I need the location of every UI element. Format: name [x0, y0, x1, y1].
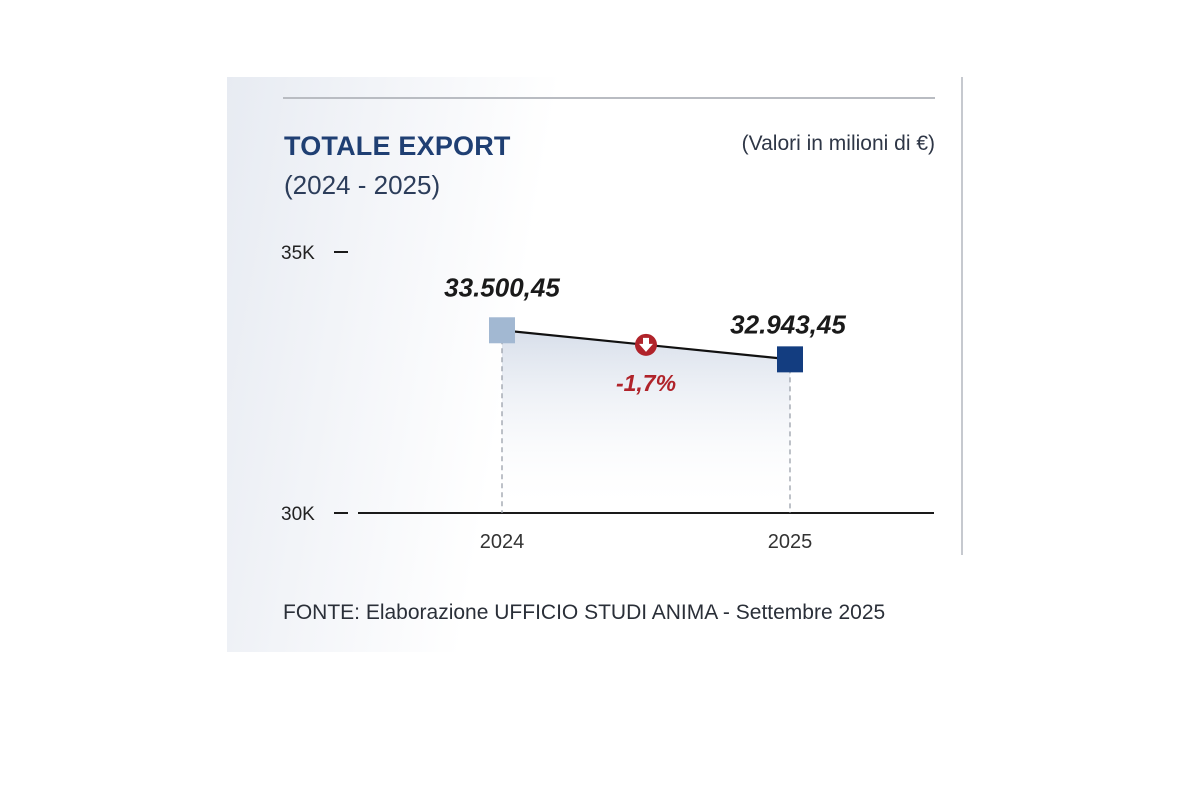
- down-arrow-icon: [635, 333, 657, 356]
- panel-divider: [961, 77, 963, 555]
- change-label: -1,7%: [616, 370, 676, 396]
- area-fill: [502, 330, 790, 513]
- value-label-2025: 32.943,45: [730, 309, 846, 339]
- y-tick-label-30k: 30K: [281, 504, 315, 525]
- x-tick-label-2024: 2024: [480, 531, 525, 553]
- chart-title: TOTALE EXPORT: [284, 131, 511, 161]
- data-point-2025: [777, 346, 803, 373]
- header-rule: [283, 97, 935, 99]
- value-label-2024: 33.500,45: [444, 272, 560, 302]
- source-note: FONTE: Elaborazione UFFICIO STUDI ANIMA …: [283, 601, 886, 624]
- x-tick-label-2025: 2025: [768, 531, 813, 553]
- chart-subtitle: (2024 - 2025): [284, 170, 441, 200]
- y-tick-label-35k: 35K: [281, 243, 315, 264]
- data-point-2024: [489, 317, 515, 344]
- unit-note: (Valori in milioni di €): [741, 132, 935, 155]
